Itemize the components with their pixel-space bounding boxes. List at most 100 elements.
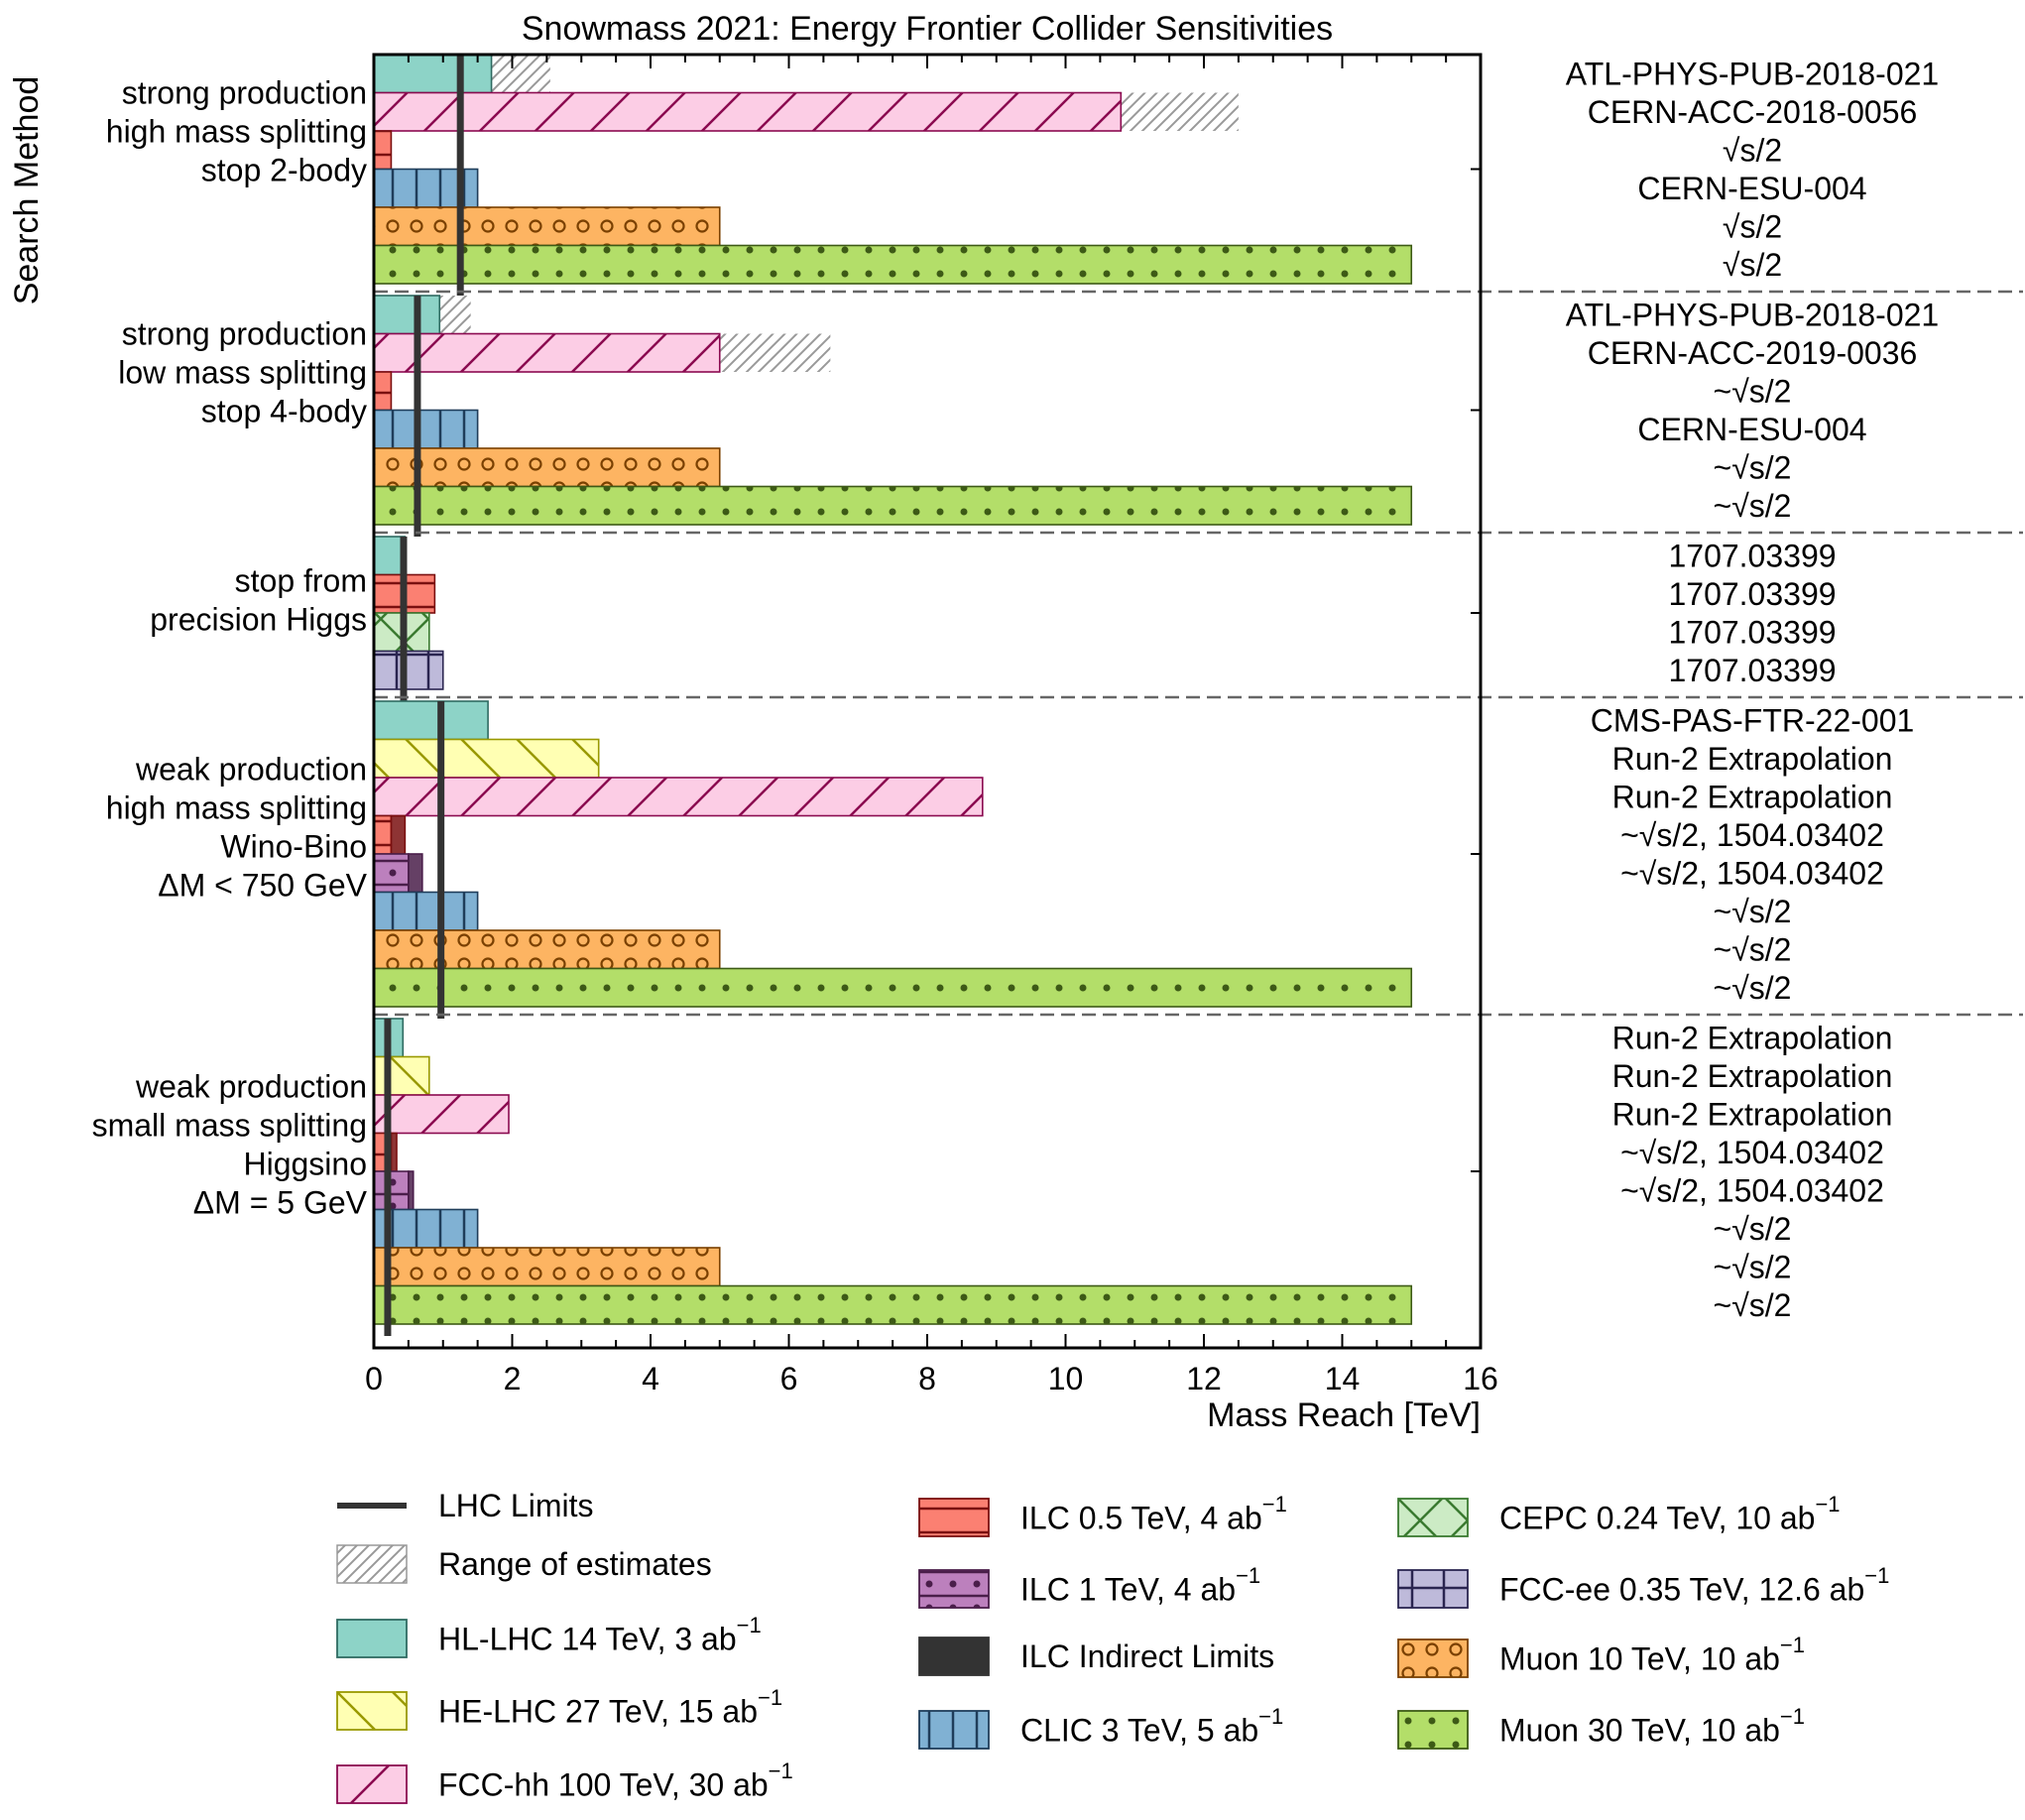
bar-hllhc xyxy=(373,54,493,94)
bar-muon30 xyxy=(373,1284,1413,1325)
bar-indirect-limit xyxy=(408,853,423,894)
reference-label: 1707.03399 xyxy=(1668,653,1836,688)
reference-label: ~√s/2 xyxy=(1714,449,1792,485)
reference-label: √s/2 xyxy=(1723,132,1782,168)
bar-ilc1 xyxy=(373,853,410,894)
y-tick-label: weak production xyxy=(135,752,367,788)
bar-muon10 xyxy=(373,929,721,970)
y-tick-label: Wino-Bino xyxy=(220,829,367,865)
reference-label: ~√s/2 xyxy=(1714,894,1792,929)
bar-indirect-limit xyxy=(390,1132,398,1172)
y-tick-label: strong production xyxy=(122,75,367,111)
bar-ilc05 xyxy=(373,814,393,855)
plot-area xyxy=(373,54,1413,1336)
x-tick-label: 0 xyxy=(365,1361,383,1396)
reference-label: ~√s/2 xyxy=(1714,488,1792,524)
x-tick-label: 10 xyxy=(1048,1361,1084,1396)
reference-label: ~√s/2, 1504.03402 xyxy=(1620,855,1884,891)
reference-label: CERN-ESU-004 xyxy=(1637,171,1866,206)
bar-indirect-limit xyxy=(408,1170,415,1211)
y-tick-label: stop 4-body xyxy=(201,394,367,429)
y-tick-label: stop 2-body xyxy=(201,153,367,188)
bar-helhc xyxy=(373,738,600,779)
reference-label: Run-2 Extrapolation xyxy=(1612,779,1893,814)
reference-label: ~√s/2, 1504.03402 xyxy=(1620,817,1884,853)
y-tick-label: precision Higgs xyxy=(150,602,367,638)
range-estimate-bar xyxy=(1121,92,1239,131)
x-tick-label: 14 xyxy=(1325,1361,1361,1396)
y-tick-label: small mass splitting xyxy=(92,1108,367,1144)
y-tick-label: strong production xyxy=(122,316,367,352)
bar-muon30 xyxy=(373,485,1413,526)
reference-label: CERN-ACC-2018-0056 xyxy=(1588,94,1918,130)
reference-label: 1707.03399 xyxy=(1668,614,1836,650)
bar-group xyxy=(373,1018,1413,1325)
bar-fcchh xyxy=(373,1094,510,1135)
x-axis-title: Mass Reach [TeV] xyxy=(1207,1396,1481,1434)
bar-muon10 xyxy=(373,206,721,247)
range-estimate-bar xyxy=(719,333,831,372)
bar-group xyxy=(373,295,1413,526)
y-axis-title: Search Method xyxy=(8,76,46,305)
reference-label: Run-2 Extrapolation xyxy=(1612,741,1893,777)
bar-muon10 xyxy=(373,447,721,488)
bar-helhc xyxy=(373,1055,430,1096)
y-tick-label: high mass splitting xyxy=(106,790,367,826)
bar-indirect-limit xyxy=(390,814,407,855)
y-tick-label: high mass splitting xyxy=(106,114,367,150)
y-tick-label: Higgsino xyxy=(243,1147,367,1182)
bar-group xyxy=(373,536,444,690)
reference-label: CERN-ACC-2019-0036 xyxy=(1588,335,1918,371)
reference-label: Run-2 Extrapolation xyxy=(1612,1058,1893,1094)
x-tick-label: 6 xyxy=(780,1361,798,1396)
y-tick-label: stop from xyxy=(235,563,367,599)
bar-muon10 xyxy=(373,1247,721,1287)
bar-group xyxy=(373,54,1413,285)
y-tick-label: ΔM < 750 GeV xyxy=(158,868,367,904)
reference-label: 1707.03399 xyxy=(1668,576,1836,612)
reference-labels: ATL-PHYS-PUB-2018-021CERN-ACC-2018-0056√… xyxy=(1566,56,1939,1323)
reference-label: ~√s/2, 1504.03402 xyxy=(1620,1172,1884,1208)
reference-label: ~√s/2 xyxy=(1714,373,1792,409)
reference-label: ~√s/2 xyxy=(1714,931,1792,967)
range-estimate-bar xyxy=(439,296,471,334)
bar-clic xyxy=(373,891,479,931)
bar-group xyxy=(373,700,1413,1008)
reference-label: ATL-PHYS-PUB-2018-021 xyxy=(1566,56,1939,91)
reference-label: ~√s/2 xyxy=(1714,1249,1792,1284)
reference-label: 1707.03399 xyxy=(1668,538,1836,573)
bar-hllhc xyxy=(373,295,441,335)
reference-label: Run-2 Extrapolation xyxy=(1612,1096,1893,1132)
bar-ilc05 xyxy=(373,130,393,171)
reference-label: √s/2 xyxy=(1723,208,1782,244)
x-tick-label: 12 xyxy=(1186,1361,1222,1396)
reference-label: ~√s/2 xyxy=(1714,1287,1792,1323)
reference-label: ~√s/2, 1504.03402 xyxy=(1620,1135,1884,1170)
bar-fcchh xyxy=(373,91,1123,132)
x-tick-label: 8 xyxy=(918,1361,936,1396)
bar-fcchh xyxy=(373,777,984,817)
reference-label: ~√s/2 xyxy=(1714,970,1792,1006)
x-tick-label: 2 xyxy=(504,1361,522,1396)
reference-label: ATL-PHYS-PUB-2018-021 xyxy=(1566,297,1939,332)
bar-muon30 xyxy=(373,244,1413,285)
y-tick-label: low mass splitting xyxy=(118,355,367,391)
x-tick-label: 4 xyxy=(642,1361,659,1396)
y-tick-label: weak production xyxy=(135,1069,367,1105)
reference-label: ~√s/2 xyxy=(1714,1211,1792,1247)
reference-label: Run-2 Extrapolation xyxy=(1612,1020,1893,1055)
reference-label: CERN-ESU-004 xyxy=(1637,412,1866,447)
bar-fcchh xyxy=(373,332,721,373)
x-tick-label: 16 xyxy=(1463,1361,1498,1396)
chart-title: Snowmass 2021: Energy Frontier Collider … xyxy=(522,10,1333,48)
y-tick-label: ΔM = 5 GeV xyxy=(193,1185,368,1221)
bar-fccee xyxy=(373,650,444,690)
bar-ilc05 xyxy=(373,371,393,412)
reference-label: CMS-PAS-FTR-22-001 xyxy=(1591,702,1915,738)
bar-hllhc xyxy=(373,700,489,741)
bar-clic xyxy=(373,409,479,449)
bar-muon30 xyxy=(373,967,1413,1008)
range-estimate-bar xyxy=(491,55,550,93)
